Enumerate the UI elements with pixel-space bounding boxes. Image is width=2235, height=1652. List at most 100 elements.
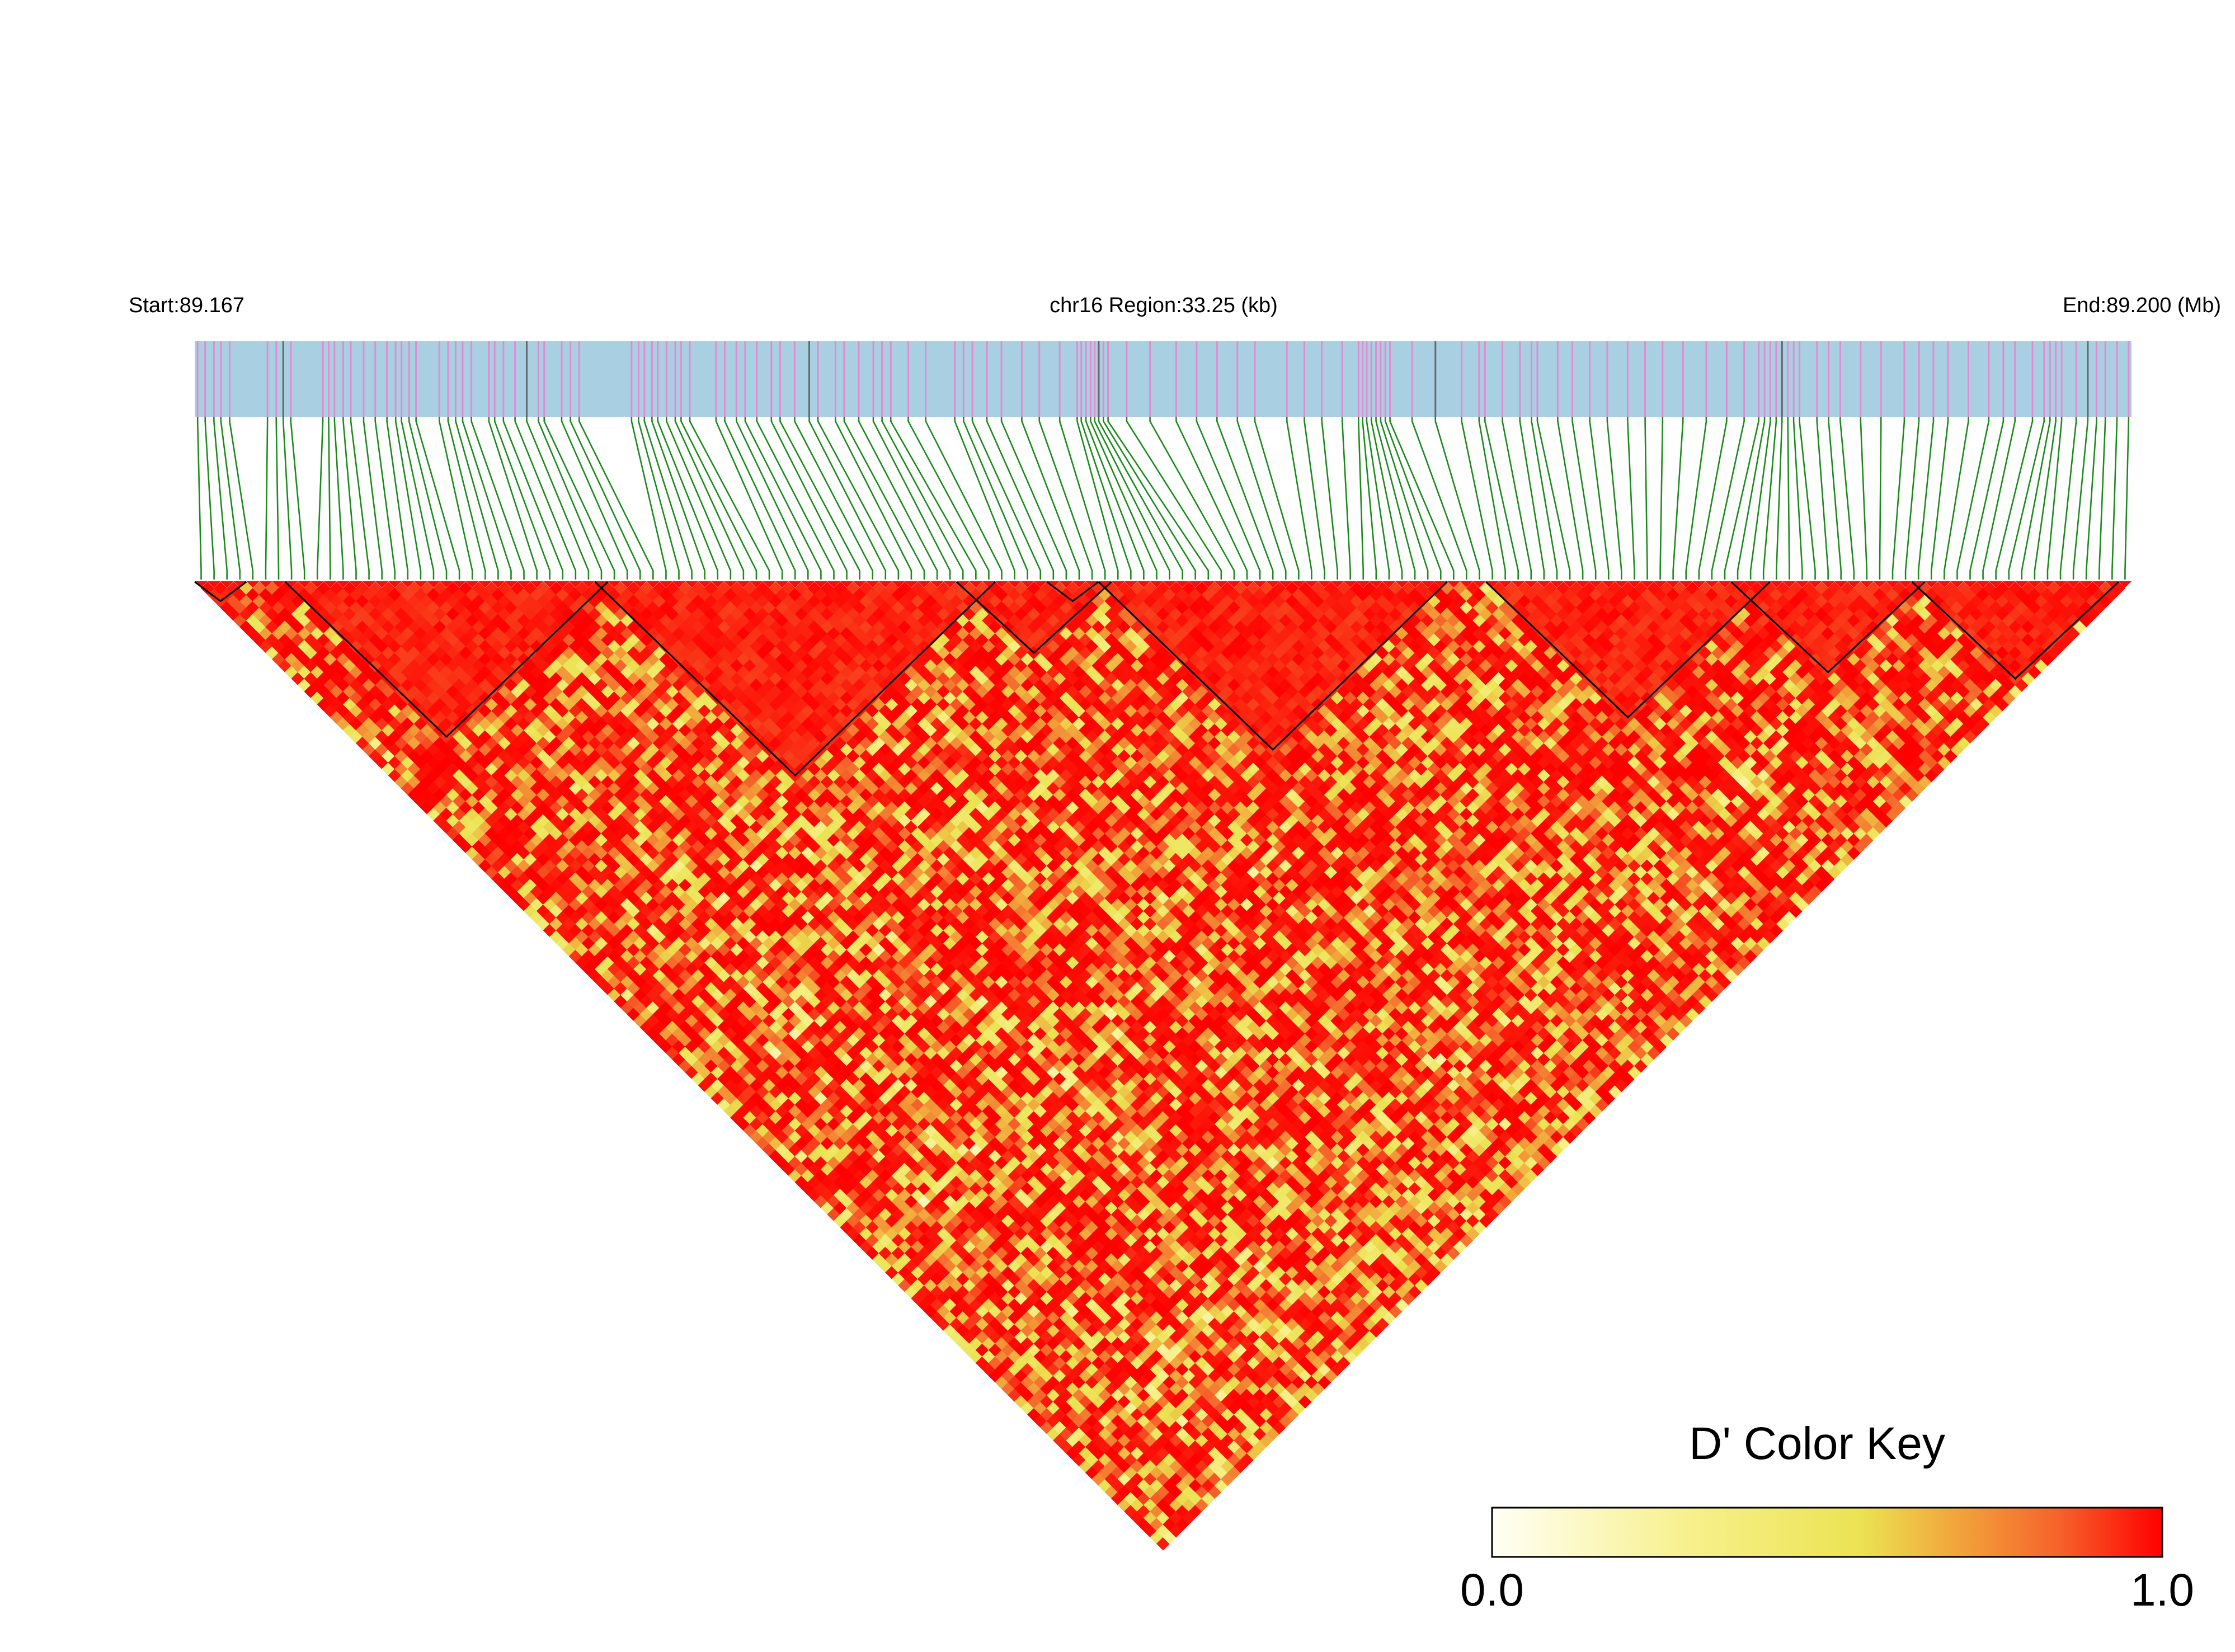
snp-connector	[2046, 417, 2063, 580]
ld-cell	[330, 581, 344, 595]
snp-connector	[1102, 417, 1196, 580]
region-title: chr16 Region:33.25 (kb)	[1050, 294, 1278, 317]
ld-cell	[355, 581, 370, 595]
snp-connector	[1737, 417, 1766, 580]
snp-connector	[1930, 417, 1949, 580]
snp-connector	[1411, 417, 1467, 580]
snp-connector	[1557, 417, 1584, 580]
snp-connector	[1995, 417, 2034, 580]
snp-connector	[1685, 417, 1707, 580]
snp-connector	[1792, 417, 1803, 580]
snp-connector	[715, 417, 783, 580]
snp-connector	[455, 417, 499, 580]
snp-connector	[213, 417, 228, 580]
snp-connector	[1799, 417, 1816, 580]
snp-connector	[470, 417, 525, 580]
snp-connector	[986, 417, 1055, 580]
snp-connector	[408, 417, 448, 580]
snp-connector	[1216, 417, 1274, 580]
snp-connector	[2098, 417, 2106, 580]
snp-connector	[756, 417, 835, 580]
snp-connector	[1571, 417, 1597, 580]
snp-connector	[1904, 417, 1920, 580]
snp-connector	[1944, 417, 1969, 580]
snp-connector	[858, 417, 938, 580]
ld-matrix	[195, 581, 2132, 1551]
snp-connector	[1659, 417, 1664, 580]
snp-connector	[1094, 417, 1170, 580]
snp-connector	[907, 417, 990, 580]
snp-connector	[229, 417, 254, 580]
snp-connector	[394, 417, 422, 580]
snp-connector	[1860, 417, 1868, 580]
snp-connector	[1711, 417, 1745, 580]
snp-connector	[1969, 417, 2005, 580]
snp-connector	[872, 417, 951, 580]
snp-connector	[282, 417, 293, 580]
snp-connector	[2085, 417, 2097, 580]
snp-connector	[374, 417, 396, 580]
snp-connector	[1038, 417, 1093, 580]
ld-cell	[394, 581, 408, 595]
snp-connector	[462, 417, 512, 580]
snp-position-track	[195, 341, 2132, 417]
snp-connector	[333, 417, 344, 580]
snp-connector	[196, 417, 202, 580]
snp-connector	[2008, 417, 2045, 580]
snp-connector	[1816, 417, 1829, 580]
snp-connector	[744, 417, 822, 580]
snp-connector	[543, 417, 615, 580]
snp-connector	[570, 417, 641, 580]
snp-connector	[1672, 417, 1684, 580]
snp-connector	[1196, 417, 1261, 580]
end-label: End:89.200 (Mb)	[2063, 294, 2221, 317]
snp-connector	[1434, 417, 1480, 580]
snp-connectors	[196, 417, 2130, 580]
snp-connector	[1080, 417, 1132, 580]
snp-connector	[1175, 417, 1248, 580]
snp-connector	[1461, 417, 1493, 580]
snp-connector	[971, 417, 1042, 580]
snp-connector	[488, 417, 538, 580]
snp-connector	[1321, 417, 1338, 580]
snp-connector	[1698, 417, 1728, 580]
ld-cell	[304, 581, 318, 595]
snp-connector	[1828, 417, 1842, 580]
snp-connector	[275, 417, 280, 580]
snp-connector	[2111, 417, 2118, 580]
snp-connector	[1358, 417, 1364, 580]
snp-connector	[1375, 417, 1416, 580]
snp-connector	[794, 417, 873, 580]
snp-connector	[1380, 417, 1429, 580]
snp-connector	[415, 417, 460, 580]
snp-connector	[1085, 417, 1145, 580]
snp-connector	[1236, 417, 1287, 580]
snp-connector	[963, 417, 1028, 580]
snp-connector	[881, 417, 964, 580]
snp-connector	[643, 417, 693, 580]
snp-connector	[1058, 417, 1106, 580]
snp-connector	[1098, 417, 1183, 580]
snp-connector	[538, 417, 603, 580]
ld-cell	[227, 581, 241, 595]
snp-connector	[204, 417, 215, 580]
snp-connector	[439, 417, 473, 580]
ld-cell	[368, 581, 383, 595]
snp-connector	[1589, 417, 1610, 580]
snp-connector	[835, 417, 912, 580]
snp-connector	[316, 417, 324, 580]
snp-connector	[401, 417, 435, 580]
ld-cell	[382, 581, 396, 595]
snp-connector	[502, 417, 564, 580]
snp-connector	[1519, 417, 1545, 580]
snp-connector	[674, 417, 745, 580]
snp-connector	[1021, 417, 1080, 580]
snp-connector	[386, 417, 409, 580]
snp-connector	[2059, 417, 2077, 580]
snp-connector	[265, 417, 269, 580]
snp-connector	[1644, 417, 1648, 580]
snp-connector	[1956, 417, 1990, 580]
track-background	[195, 341, 2132, 417]
snp-connector	[578, 417, 654, 580]
snp-connector	[1982, 417, 2016, 580]
